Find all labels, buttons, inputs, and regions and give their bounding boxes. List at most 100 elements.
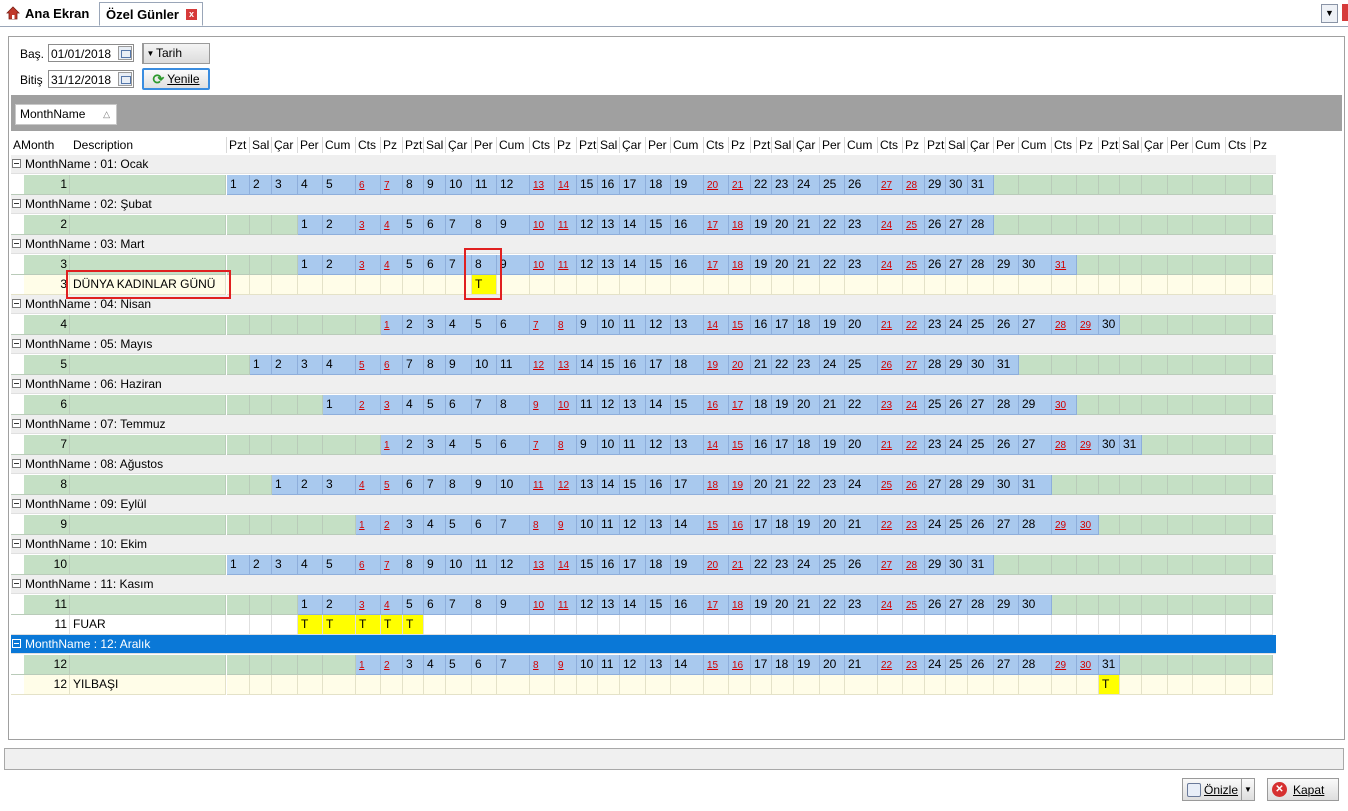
day-cell[interactable]: 25: [845, 355, 878, 375]
day-cell[interactable]: 2: [403, 315, 424, 335]
description-cell[interactable]: [70, 255, 226, 275]
day-cell[interactable]: 3: [323, 475, 356, 495]
event-day-cell[interactable]: [968, 275, 994, 295]
day-cell[interactable]: [323, 315, 356, 335]
day-cell[interactable]: [1251, 515, 1273, 535]
day-cell[interactable]: 11: [620, 435, 646, 455]
day-cell[interactable]: 15: [704, 655, 729, 675]
event-day-cell[interactable]: [497, 615, 530, 635]
day-cell[interactable]: 29: [994, 255, 1019, 275]
event-day-cell[interactable]: [820, 275, 845, 295]
day-cell[interactable]: 5: [403, 255, 424, 275]
amonth-cell[interactable]: 12: [24, 675, 70, 695]
day-cell[interactable]: 20: [845, 435, 878, 455]
day-cell[interactable]: 1: [298, 255, 323, 275]
day-cell[interactable]: 27: [994, 515, 1019, 535]
column-header-day[interactable]: Pzt: [579, 138, 597, 152]
collapse-icon[interactable]: [12, 639, 21, 648]
month-row[interactable]: 5 1 2 3 4 5 6 7 8 9 10 11 12 13 14 15 16 17 18 19 20 21 22 23 24…: [11, 355, 1276, 375]
event-day-cell[interactable]: [794, 615, 820, 635]
day-cell[interactable]: 24: [794, 555, 820, 575]
event-day-cell[interactable]: [497, 675, 530, 695]
day-cell[interactable]: 1: [356, 515, 381, 535]
day-cell[interactable]: 20: [751, 475, 772, 495]
day-cell[interactable]: 4: [446, 435, 472, 455]
group-row[interactable]: MonthName : 11: Kasım: [11, 575, 1276, 594]
day-cell[interactable]: 17: [620, 555, 646, 575]
event-day-cell[interactable]: [903, 615, 925, 635]
event-day-cell[interactable]: [227, 615, 250, 635]
event-day-cell[interactable]: [1142, 275, 1168, 295]
day-cell[interactable]: 20: [845, 315, 878, 335]
day-cell[interactable]: 6: [403, 475, 424, 495]
column-header-day[interactable]: Sal: [1122, 138, 1140, 152]
event-day-cell[interactable]: T: [381, 615, 403, 635]
day-cell[interactable]: 24: [925, 655, 946, 675]
day-cell[interactable]: 28: [1019, 655, 1052, 675]
day-cell[interactable]: 28: [1052, 435, 1077, 455]
event-row[interactable]: 11 FUAR T T T T T: [11, 615, 1276, 635]
day-cell[interactable]: [298, 655, 323, 675]
day-cell[interactable]: 8: [472, 215, 497, 235]
event-day-cell[interactable]: [925, 275, 946, 295]
day-cell[interactable]: 10: [555, 395, 577, 415]
event-day-cell[interactable]: T: [472, 275, 497, 295]
day-cell[interactable]: [1052, 595, 1077, 615]
day-cell[interactable]: 3: [403, 655, 424, 675]
day-cell[interactable]: 19: [671, 555, 704, 575]
column-header-day[interactable]: Çar: [1144, 138, 1164, 152]
day-cell[interactable]: 10: [577, 515, 598, 535]
day-cell[interactable]: 29: [1052, 655, 1077, 675]
day-cell[interactable]: [227, 595, 250, 615]
event-day-cell[interactable]: [1193, 275, 1226, 295]
day-cell[interactable]: 9: [555, 515, 577, 535]
day-cell[interactable]: 27: [946, 215, 968, 235]
day-cell[interactable]: 6: [424, 215, 446, 235]
preview-button[interactable]: Önizle ▼: [1182, 778, 1255, 801]
day-cell[interactable]: [1251, 655, 1273, 675]
event-day-cell[interactable]: [878, 615, 903, 635]
day-cell[interactable]: 23: [903, 655, 925, 675]
day-cell[interactable]: 6: [472, 655, 497, 675]
day-cell[interactable]: [272, 315, 298, 335]
day-cell[interactable]: 16: [598, 175, 620, 195]
day-cell[interactable]: 28: [903, 175, 925, 195]
day-cell[interactable]: [1142, 595, 1168, 615]
column-header-day[interactable]: Pzt: [927, 138, 945, 152]
tab-ana-ekran[interactable]: Ana Ekran: [2, 2, 93, 24]
column-header-day[interactable]: Pz: [383, 138, 398, 152]
day-cell[interactable]: 26: [925, 255, 946, 275]
day-cell[interactable]: 8: [403, 175, 424, 195]
day-cell[interactable]: [272, 435, 298, 455]
day-cell[interactable]: 25: [903, 255, 925, 275]
collapse-icon[interactable]: [12, 239, 21, 248]
event-day-cell[interactable]: [925, 675, 946, 695]
day-cell[interactable]: 19: [794, 655, 820, 675]
month-row[interactable]: 9 1 2 3 4 5 6 7 8 9 10 11 12 13 14 15 16 17 18 19 20 21 22 23 24…: [11, 515, 1276, 535]
event-day-cell[interactable]: [598, 615, 620, 635]
day-cell[interactable]: 14: [620, 215, 646, 235]
event-day-cell[interactable]: T: [403, 615, 424, 635]
day-cell[interactable]: 23: [772, 555, 794, 575]
day-cell[interactable]: 7: [497, 655, 530, 675]
day-cell[interactable]: [1019, 175, 1052, 195]
day-cell[interactable]: 5: [323, 175, 356, 195]
day-cell[interactable]: 8: [530, 655, 555, 675]
column-header-day[interactable]: Çar: [796, 138, 816, 152]
day-cell[interactable]: 18: [794, 315, 820, 335]
day-cell[interactable]: 30: [1019, 595, 1052, 615]
event-day-cell[interactable]: [620, 615, 646, 635]
event-day-cell[interactable]: [994, 675, 1019, 695]
event-day-cell[interactable]: [772, 675, 794, 695]
day-cell[interactable]: 1: [298, 215, 323, 235]
column-header-day[interactable]: Cts: [358, 138, 376, 152]
day-cell[interactable]: 26: [878, 355, 903, 375]
day-cell[interactable]: [1226, 315, 1251, 335]
event-day-cell[interactable]: [946, 675, 968, 695]
collapse-icon[interactable]: [12, 539, 21, 548]
day-cell[interactable]: 9: [446, 355, 472, 375]
day-cell[interactable]: 21: [794, 595, 820, 615]
day-cell[interactable]: 17: [772, 315, 794, 335]
month-row[interactable]: 8 1 2 3 4 5 6 7 8 9 10 11 12 13 14 15 16 17 18 19 20 21 22 23 24…: [11, 475, 1276, 495]
day-cell[interactable]: 7: [446, 595, 472, 615]
